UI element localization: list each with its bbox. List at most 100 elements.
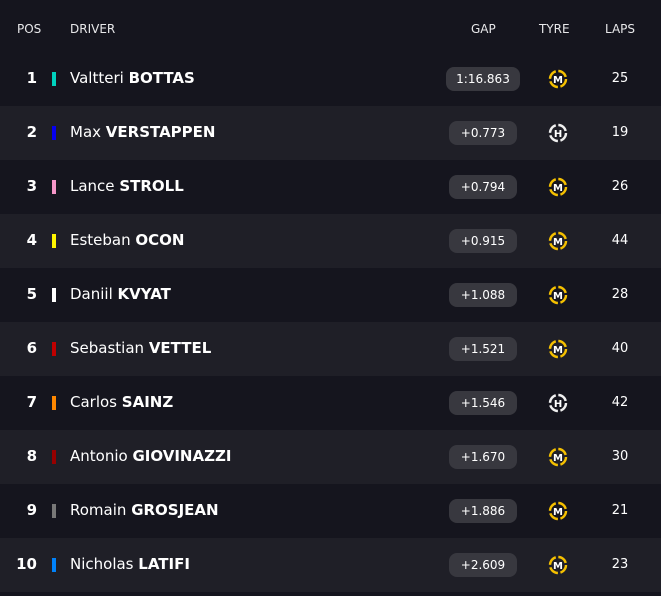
tyre-ring	[548, 69, 568, 89]
gap: 1:16.863	[446, 67, 520, 91]
standing-row: 7 Carlos SAINZ +1.546 H 42	[0, 376, 661, 430]
gap: +0.794	[449, 175, 517, 199]
tyre-ring	[548, 177, 568, 197]
gap: +0.773	[449, 121, 517, 145]
driver-name: Max VERSTAPPEN	[70, 123, 215, 141]
tyre-compound: M	[553, 291, 563, 302]
header-gap: GAP	[471, 22, 496, 36]
tyre-compound: M	[553, 507, 563, 518]
tyre-ring	[548, 339, 568, 359]
tyre-icon: M	[548, 69, 568, 89]
first-name: Daniil	[70, 285, 113, 303]
position: 4	[26, 231, 37, 249]
gap: +1.886	[449, 499, 517, 523]
last-name: OCON	[135, 231, 185, 249]
last-name: LATIFI	[138, 555, 190, 573]
last-name: STROLL	[119, 177, 184, 195]
team-color	[52, 504, 56, 518]
tyre-compound: M	[553, 561, 563, 572]
tyre-compound: M	[553, 453, 563, 464]
position: 9	[26, 501, 37, 519]
team-color	[52, 288, 56, 302]
last-name: KVYAT	[117, 285, 171, 303]
team-color	[52, 342, 56, 356]
driver-name: Valtteri BOTTAS	[70, 69, 195, 87]
tyre-ring	[548, 501, 568, 521]
tyre-icon: M	[548, 285, 568, 305]
standing-row: 2 Max VERSTAPPEN +0.773 H 19	[0, 106, 661, 160]
tyre-compound: M	[553, 345, 563, 356]
team-color	[52, 126, 56, 140]
tyre-compound: M	[553, 183, 563, 194]
laps: 40	[611, 341, 629, 356]
laps: 21	[611, 503, 629, 518]
position: 3	[26, 177, 37, 195]
tyre-icon: M	[548, 339, 568, 359]
first-name: Sebastian	[70, 339, 145, 357]
laps: 42	[611, 395, 629, 410]
tyre-icon: M	[548, 177, 568, 197]
tyre-ring	[548, 393, 568, 413]
driver-name: Sebastian VETTEL	[70, 339, 211, 357]
tyre-ring	[548, 555, 568, 575]
standing-row: 5 Daniil KVYAT +1.088 M 28	[0, 268, 661, 322]
driver-name: Antonio GIOVINAZZI	[70, 447, 231, 465]
first-name: Esteban	[70, 231, 131, 249]
position: 8	[26, 447, 37, 465]
position: 6	[26, 339, 37, 357]
last-name: GIOVINAZZI	[132, 447, 232, 465]
tyre-icon: M	[548, 447, 568, 467]
standing-row: 4 Esteban OCON +0.915 M 44	[0, 214, 661, 268]
first-name: Antonio	[70, 447, 128, 465]
tyre-compound: H	[554, 129, 562, 140]
laps: 23	[611, 557, 629, 572]
driver-name: Carlos SAINZ	[70, 393, 173, 411]
position: 1	[26, 69, 37, 87]
header-pos: POS	[17, 22, 42, 36]
first-name: Carlos	[70, 393, 117, 411]
tyre-icon: H	[548, 393, 568, 413]
first-name: Valtteri	[70, 69, 124, 87]
first-name: Lance	[70, 177, 115, 195]
header-tyre: TYRE	[539, 22, 570, 36]
tyre-ring	[548, 123, 568, 143]
header-driver: DRIVER	[70, 22, 116, 36]
tyre-compound: M	[553, 75, 563, 86]
laps: 19	[611, 125, 629, 140]
driver-name: Lance STROLL	[70, 177, 184, 195]
laps: 25	[611, 71, 629, 86]
first-name: Max	[70, 123, 102, 141]
standing-row: 1 Valtteri BOTTAS 1:16.863 M 25	[0, 52, 661, 106]
team-color	[52, 396, 56, 410]
standing-row: 9 Romain GROSJEAN +1.886 M 21	[0, 484, 661, 538]
gap: +1.670	[449, 445, 517, 469]
gap: +0.915	[449, 229, 517, 253]
gap: +1.546	[449, 391, 517, 415]
gap: +1.521	[449, 337, 517, 361]
position: 2	[26, 123, 37, 141]
driver-name: Daniil KVYAT	[70, 285, 171, 303]
team-color	[52, 558, 56, 572]
team-color	[52, 180, 56, 194]
team-color	[52, 72, 56, 86]
tyre-icon: H	[548, 123, 568, 143]
tyre-ring	[548, 285, 568, 305]
last-name: VETTEL	[148, 339, 212, 357]
gap: +1.088	[449, 283, 517, 307]
driver-name: Nicholas LATIFI	[70, 555, 190, 573]
last-name: SAINZ	[121, 393, 174, 411]
position: 7	[26, 393, 37, 411]
tyre-icon: M	[548, 501, 568, 521]
tyre-icon: M	[548, 555, 568, 575]
header-laps: LAPS	[605, 22, 636, 36]
last-name: BOTTAS	[128, 69, 195, 87]
first-name: Nicholas	[70, 555, 134, 573]
team-color	[52, 450, 56, 464]
gap: +2.609	[449, 553, 517, 577]
tyre-icon: M	[548, 231, 568, 251]
laps: 26	[611, 179, 629, 194]
last-name: GROSJEAN	[131, 501, 219, 519]
first-name: Romain	[70, 501, 127, 519]
driver-name: Romain GROSJEAN	[70, 501, 219, 519]
laps: 44	[611, 233, 629, 248]
